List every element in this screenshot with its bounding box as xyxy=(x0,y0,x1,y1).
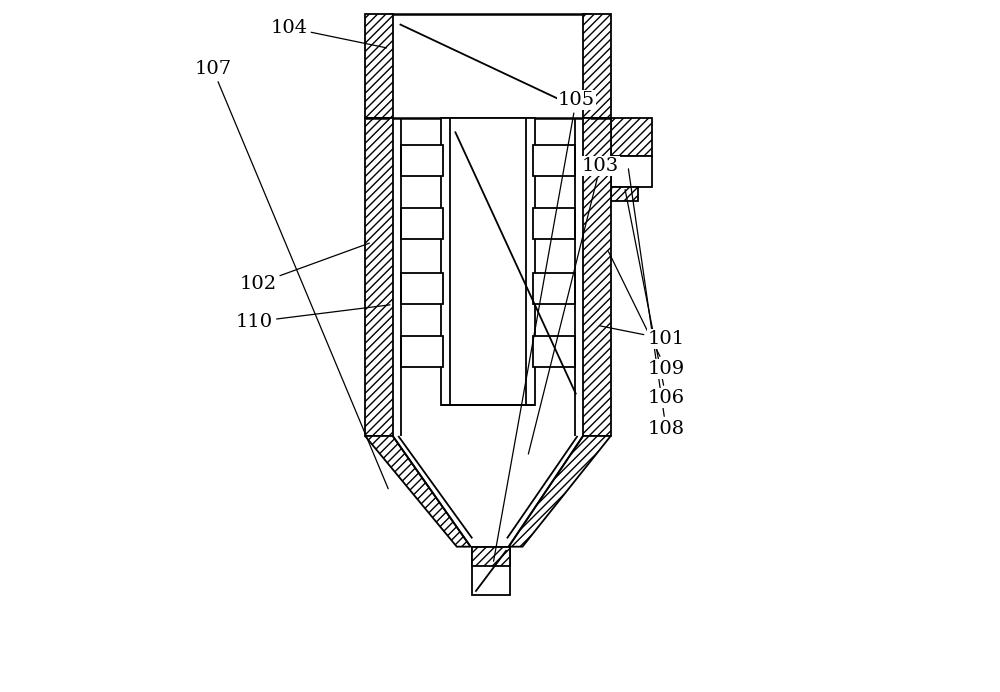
Bar xyxy=(533,145,575,176)
Text: 107: 107 xyxy=(194,60,388,489)
Text: 109: 109 xyxy=(608,252,685,378)
Bar xyxy=(533,273,575,304)
Polygon shape xyxy=(365,436,471,547)
Text: 102: 102 xyxy=(239,243,369,293)
Bar xyxy=(611,187,638,201)
Bar xyxy=(441,118,535,405)
Bar xyxy=(472,547,510,595)
Bar xyxy=(583,14,611,118)
Bar xyxy=(611,156,652,187)
Bar xyxy=(401,208,443,239)
Text: 104: 104 xyxy=(270,19,387,48)
Bar xyxy=(611,118,652,156)
Bar xyxy=(533,336,575,367)
Bar xyxy=(472,547,510,566)
Text: 110: 110 xyxy=(236,304,390,331)
Text: 108: 108 xyxy=(628,169,685,438)
Polygon shape xyxy=(509,436,611,547)
Bar xyxy=(401,336,443,367)
Text: 105: 105 xyxy=(494,91,595,561)
Bar xyxy=(365,118,393,436)
Bar xyxy=(365,14,393,118)
Text: 106: 106 xyxy=(625,190,685,407)
Text: 101: 101 xyxy=(600,326,685,348)
Bar xyxy=(401,273,443,304)
Bar xyxy=(533,208,575,239)
Text: 103: 103 xyxy=(528,157,619,454)
Bar xyxy=(401,145,443,176)
Bar xyxy=(583,118,611,436)
Bar xyxy=(389,14,590,118)
